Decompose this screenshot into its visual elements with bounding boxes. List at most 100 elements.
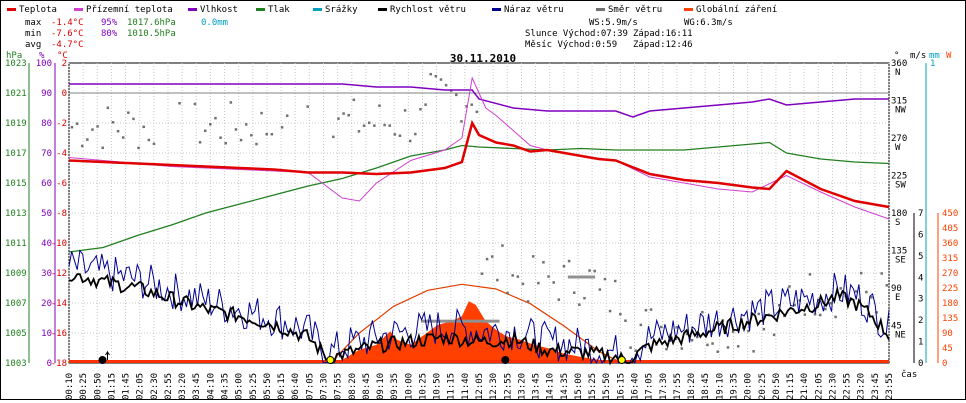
x-tick-label: 10:25: [418, 373, 428, 399]
wind-direction-point: [613, 279, 617, 283]
wind-direction-point: [593, 269, 596, 273]
x-tick-label: 22:30: [828, 373, 838, 399]
x-tick-label: 23:55: [885, 373, 895, 399]
legend-label: Náraz větru: [504, 5, 564, 15]
stat-min-temp: -7.6°C: [51, 29, 84, 39]
deg-dir-label: SE: [895, 256, 906, 266]
x-tick-label: 17:05: [645, 373, 655, 399]
w-tick: 315: [942, 254, 958, 264]
wind-direction-point: [250, 133, 253, 137]
hpa-tick: 1021: [5, 89, 27, 99]
deg-dir-label: N: [895, 68, 900, 78]
info-block: WS:5.9m/s WG:6.3m/s Slunce Východ:07:39 …: [525, 18, 733, 50]
wind-speed-line: [68, 273, 890, 366]
wind-direction-point: [808, 273, 812, 276]
wind-direction-point: [383, 123, 386, 127]
wind-gust-line: [68, 249, 890, 365]
wind-direction-point: [244, 123, 248, 126]
stat-avg-temp: -4.7°C: [51, 40, 84, 50]
wind-direction-point: [588, 269, 591, 272]
hpa-tick: 1017: [5, 149, 27, 159]
wind-direction-point: [101, 146, 104, 150]
pct-tick: 50: [41, 209, 52, 219]
wind-direction-point: [80, 144, 84, 148]
deg-tick: 45: [891, 322, 902, 332]
wind-direction-point: [70, 125, 74, 129]
deg-tick: 315: [891, 97, 907, 107]
wind-direction-point: [798, 299, 801, 302]
hpa-tick: 1015: [5, 179, 27, 189]
wind-direction-point: [685, 332, 689, 336]
wind-direction-point: [552, 281, 555, 284]
wind-direction-point: [818, 313, 822, 317]
wind-direction-point: [414, 132, 417, 136]
x-tick-label: 07:55: [334, 373, 344, 399]
x-tick-label: 07:05: [305, 373, 315, 399]
x-tick-label: 02:05: [136, 373, 146, 399]
temp-tick: -6: [56, 179, 67, 189]
info-moon-set: Západ:12:46: [633, 40, 693, 50]
chart-title: 30.11.2010: [450, 52, 516, 65]
x-tick-label: 05:00: [235, 373, 245, 399]
wind-direction-point: [675, 326, 678, 329]
legend-swatch: [684, 8, 693, 11]
wind-direction-point: [75, 122, 79, 125]
ms-tick: 2: [918, 316, 923, 326]
wind-direction-point: [91, 128, 94, 131]
wind-direction-point: [352, 98, 356, 102]
wind-direction-point: [419, 108, 422, 111]
info-sun-rise: Slunce Východ:07:39: [525, 29, 628, 39]
wind-direction-point: [229, 101, 233, 104]
axis-ms-unit: m/s: [910, 51, 926, 61]
deg-dir-label: W: [895, 143, 901, 153]
wind-direction-point: [137, 146, 140, 150]
legend-label: Vlhkost: [200, 5, 238, 15]
wind-direction-point: [198, 141, 202, 144]
hpa-tick: 1009: [5, 269, 27, 279]
wind-direction-point: [747, 329, 750, 333]
axis-mm-unit: mm: [929, 51, 940, 61]
wind-direction-point: [393, 133, 397, 136]
wind-direction-point: [234, 128, 238, 131]
ground-temperature-line: [68, 76, 890, 220]
wind-direction-point: [455, 93, 458, 97]
x-tick-label: 21:15: [786, 373, 796, 399]
wind-direction-point: [711, 342, 714, 345]
hpa-tick: 1013: [5, 209, 27, 219]
wind-direction-point: [121, 136, 125, 139]
info-sun-set: Západ:16:11: [633, 29, 693, 39]
wind-direction-point: [788, 285, 791, 288]
pct-tick: 10: [41, 329, 52, 339]
w-tick: 180: [942, 299, 958, 309]
wind-direction-point: [649, 308, 653, 311]
legend-label: Globální záření: [696, 5, 777, 15]
wind-direction-point: [127, 111, 130, 114]
wind-direction-point: [111, 121, 115, 124]
wind-direction-point: [465, 105, 468, 108]
wind-direction-point: [209, 122, 212, 126]
wind-direction-point: [434, 74, 438, 78]
stat-max-press: 1017.6hPa: [127, 18, 176, 28]
w-tick: 225: [942, 284, 958, 294]
wind-direction-point: [562, 265, 566, 268]
wind-direction-point: [501, 244, 504, 247]
x-tick-label: 19:10: [715, 373, 725, 399]
legend-swatch: [256, 8, 265, 11]
x-tick-label: 09:10: [376, 373, 386, 399]
wind-direction-point: [496, 278, 499, 282]
legend-label: Rychlost větru: [390, 5, 466, 15]
wind-direction-point: [757, 312, 760, 316]
axis-temp-unit: °C: [57, 51, 68, 61]
hpa-tick: 1005: [5, 329, 27, 339]
ms-tick: 6: [918, 230, 923, 240]
wind-direction-point: [203, 129, 207, 133]
temp-tick: -4: [56, 149, 67, 159]
wind-direction-point: [880, 272, 883, 275]
stat-min-label: min: [25, 29, 41, 39]
deg-dir-label: E: [895, 293, 900, 303]
wind-direction-point: [619, 312, 622, 316]
stat-min-press: 1010.5hPa: [127, 29, 176, 39]
wind-direction-point: [701, 310, 704, 314]
wind-direction-point: [239, 138, 243, 142]
